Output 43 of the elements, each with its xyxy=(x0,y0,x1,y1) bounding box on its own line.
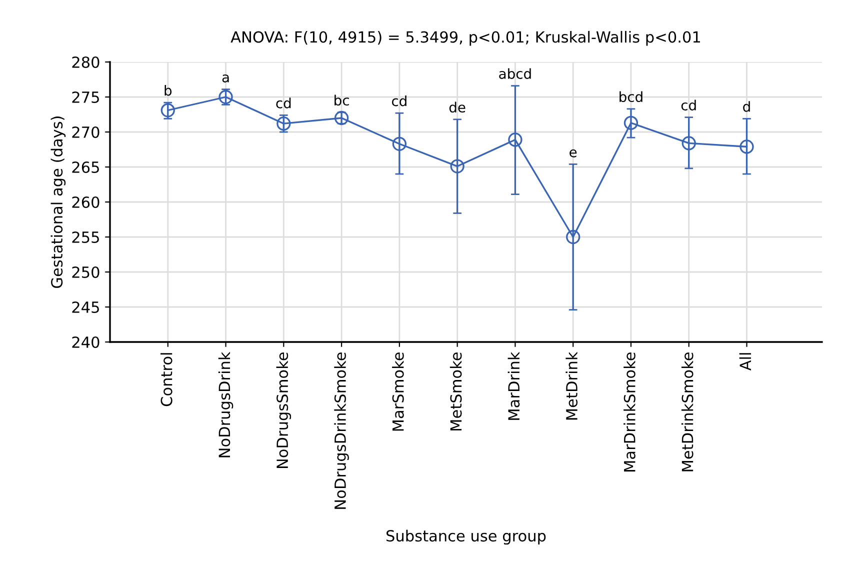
point xyxy=(392,136,407,151)
y-tick-label: 275 xyxy=(72,91,99,104)
x-tick-label: MetDrinkSmoke xyxy=(681,352,694,472)
point xyxy=(508,132,522,147)
annotation: cd xyxy=(276,98,291,108)
y-tick-label: 255 xyxy=(72,231,99,244)
point xyxy=(160,103,175,118)
annotation: cd xyxy=(392,95,406,106)
y-axis-title: Gestational age (days) xyxy=(50,116,66,288)
point xyxy=(624,116,638,130)
y-tick-label: 265 xyxy=(72,161,99,174)
annotation: de xyxy=(449,102,466,113)
point xyxy=(740,140,754,154)
y-tick-label: 250 xyxy=(72,266,100,278)
annotation: cd xyxy=(681,100,696,110)
x-tick-label: NoDrugsDrink xyxy=(218,352,234,458)
x-axis-title: Substance use group xyxy=(386,530,546,545)
point xyxy=(566,230,580,244)
point xyxy=(276,116,291,131)
y-tick-label: 270 xyxy=(72,126,100,138)
y-tick-label: 245 xyxy=(72,301,99,314)
annotation: d xyxy=(743,101,750,112)
x-tick-label: All xyxy=(739,353,751,371)
x-tick-label: MetSmoke xyxy=(450,352,462,430)
y-tick-label: 240 xyxy=(72,336,100,348)
y-tick-label: 280 xyxy=(72,56,100,68)
chart-title: ANOVA: F(10, 4915) = 5.3499, p<0.01; Kruskal-Wallis p<0.01 xyxy=(230,30,700,46)
annotation: bcd xyxy=(620,91,642,102)
annotation: b xyxy=(164,84,172,96)
x-tick-label: NoDrugsSmoke xyxy=(276,352,292,468)
x-tick-label: MarSmoke xyxy=(392,352,404,431)
annotation: abcd xyxy=(499,68,531,79)
annotation: e xyxy=(570,149,577,158)
y-tick-label: 260 xyxy=(72,196,100,208)
x-tick-label: Control xyxy=(160,353,172,406)
point xyxy=(682,136,696,150)
x-tick-label: NoDrugsDrinkSmoke xyxy=(334,352,349,509)
annotation: bc xyxy=(334,94,349,106)
x-tick-label: MetDrink xyxy=(566,352,578,420)
point xyxy=(450,159,464,174)
x-tick-label: MarDrink xyxy=(508,352,520,420)
x-tick-label: MarDrinkSmoke xyxy=(624,352,636,472)
annotation: a xyxy=(222,74,229,82)
